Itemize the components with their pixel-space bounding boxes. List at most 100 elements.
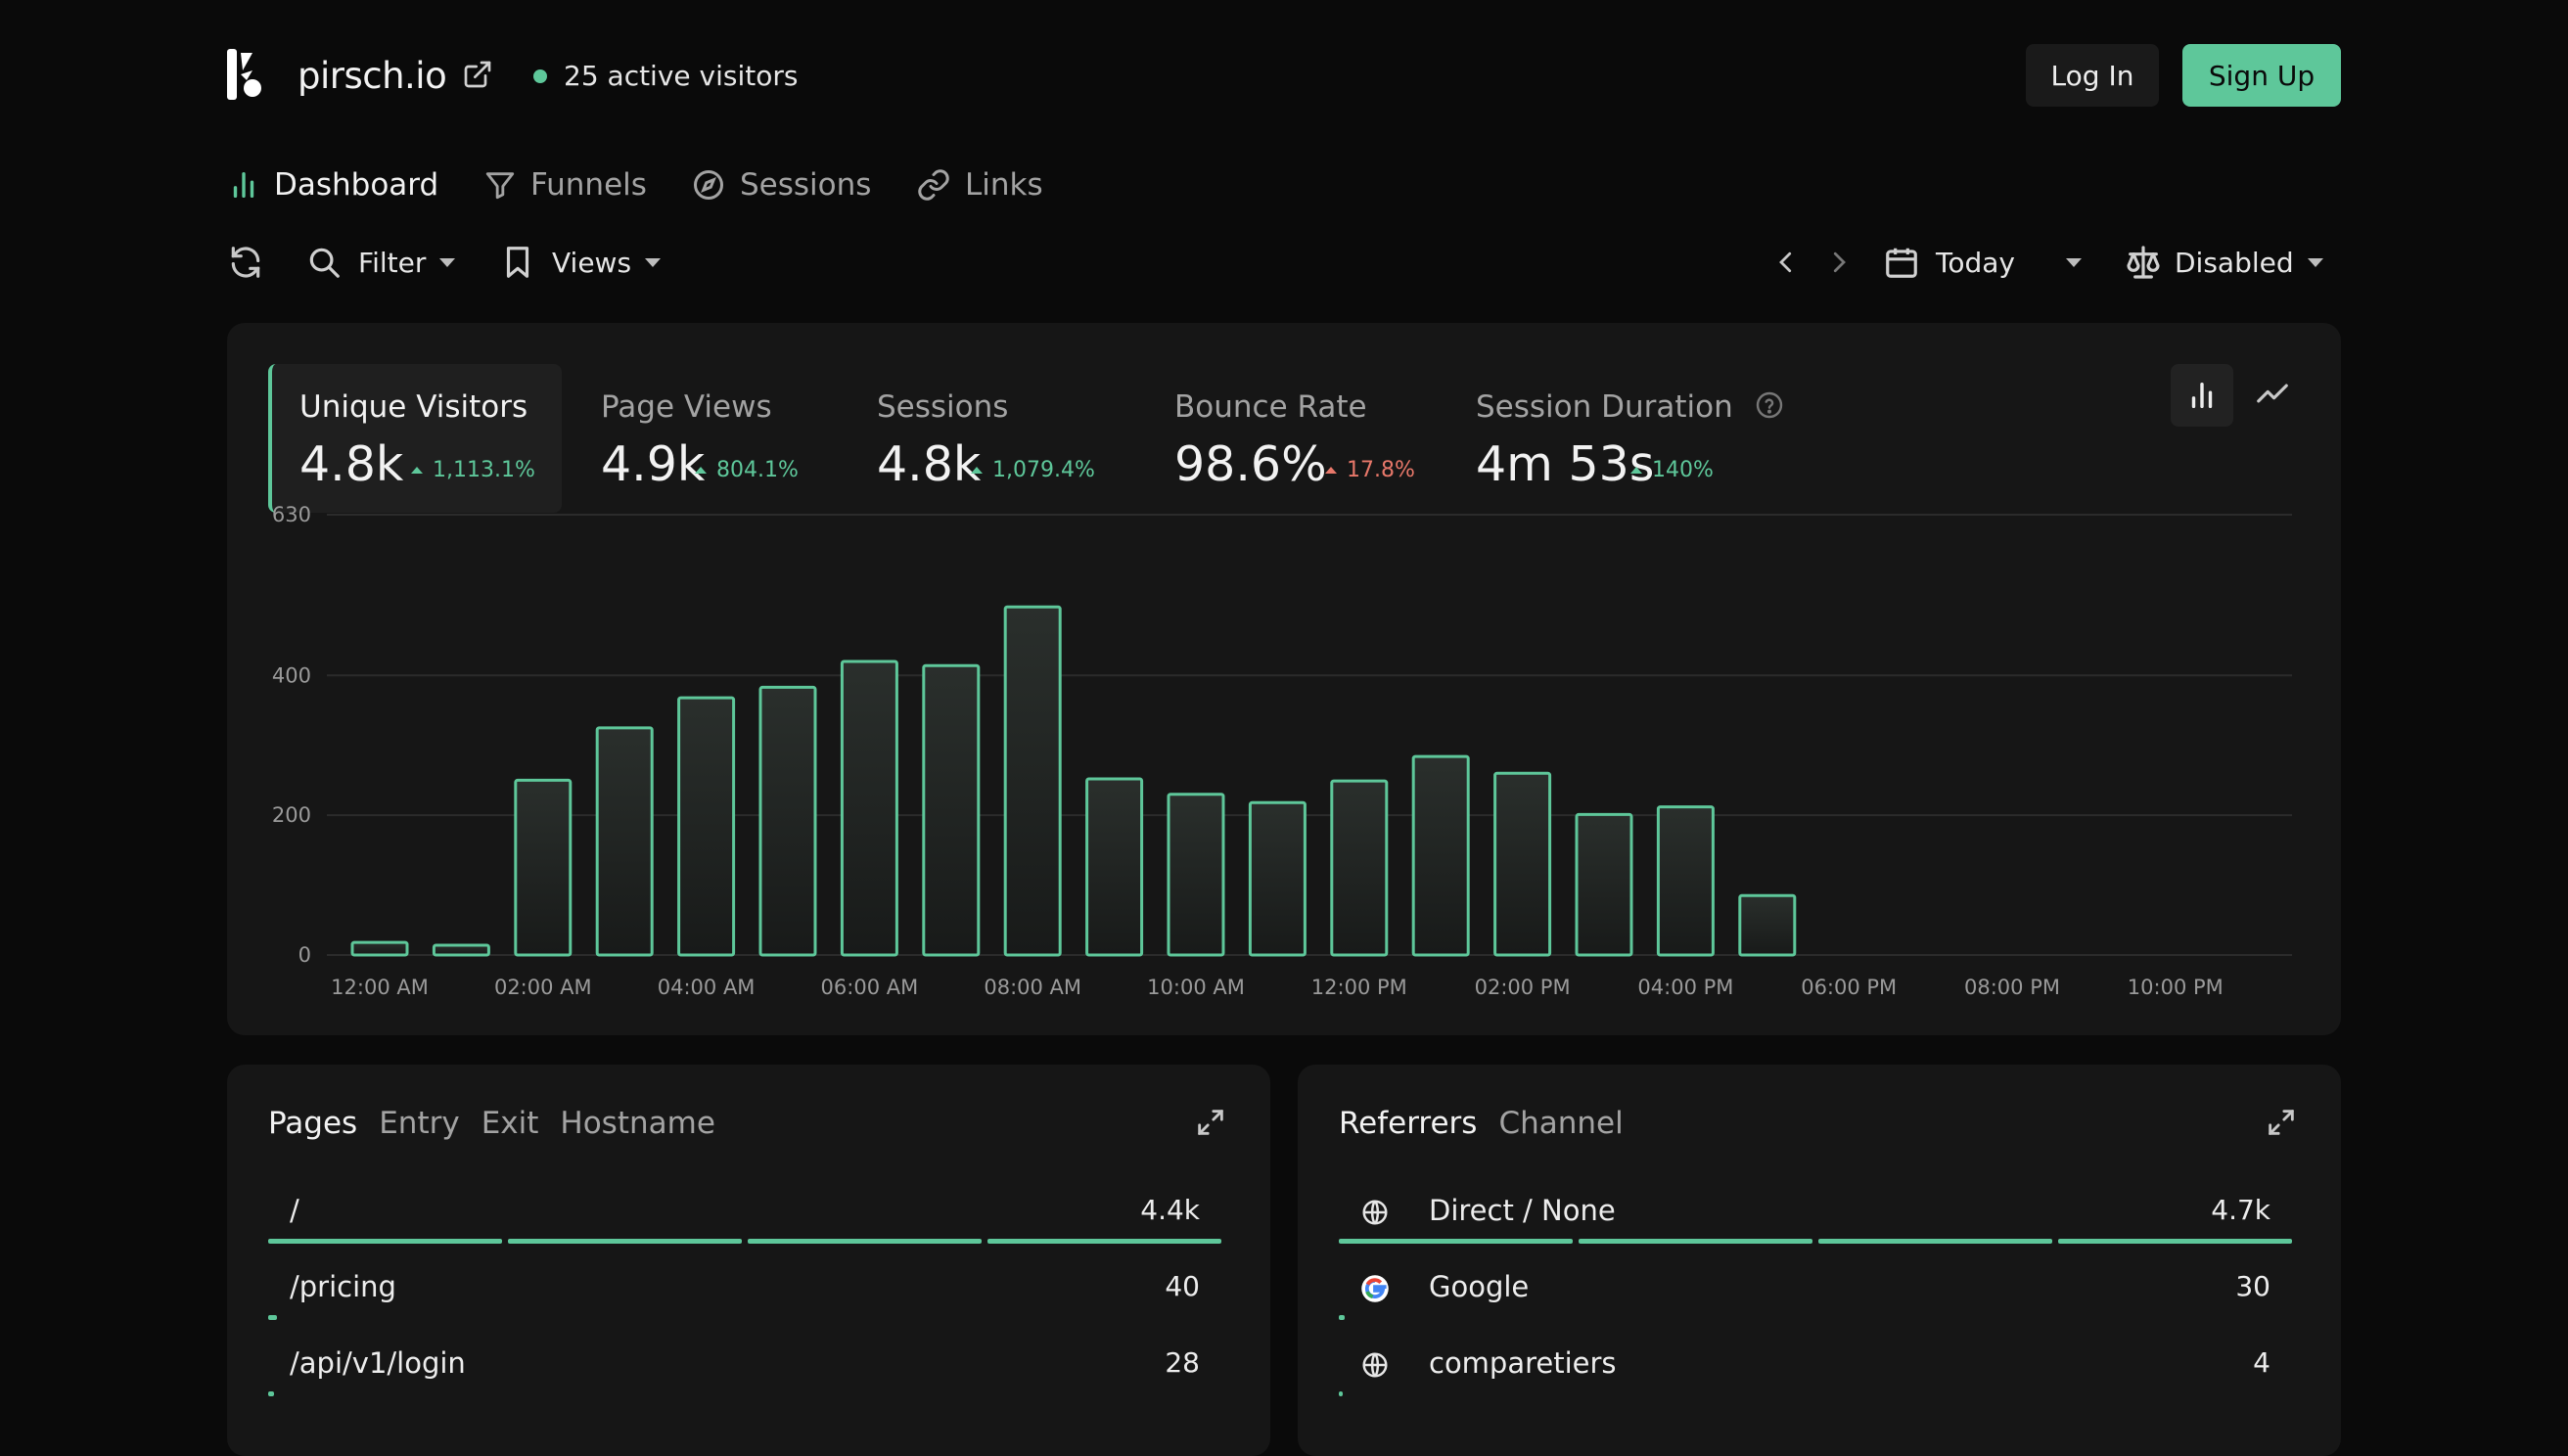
login-button[interactable]: Log In [2026,44,2159,107]
page-path: /api/v1/login [290,1346,466,1380]
brand-name[interactable]: pirsch.io [298,55,447,97]
metric-sessions[interactable]: Sessions 4.8k 1,079.4% [849,364,1143,513]
header: pirsch.io 25 active visitors Log In Sign… [227,41,2341,110]
metric-delta: 17.8% [1325,458,1415,482]
tab-referrers[interactable]: Referrers [1339,1106,1478,1141]
metric-delta: 140% [1630,458,1714,482]
search-icon [309,248,340,278]
referrer-name: Google [1429,1270,1530,1303]
share-bar-segment [987,1239,1221,1244]
toolbar: Filter Views Today [227,235,2341,290]
metric-unique-visitors[interactable]: Unique Visitors 4.8k 1,113.1% [268,364,562,513]
chart-bar [350,940,409,957]
trend-up-icon [971,467,983,474]
expand-icon[interactable] [2265,1106,2298,1139]
expand-icon[interactable] [1194,1106,1227,1139]
visitors-bar-chart: 0 200 400 630 12:00 AM 02:00 AM 04:00 AM 06:00 … [272,503,2292,999]
google-icon [1361,1275,1389,1302]
metric-session-duration[interactable]: Session Duration 4m 53s 140% [1448,364,1801,513]
x-tick-label: 12:00 AM [331,976,429,999]
chart-bar [1330,779,1389,957]
chevron-right-icon [1833,251,1846,273]
list-item[interactable]: /pricing 40 [268,1254,1221,1325]
share-bar-segment [1339,1239,1573,1244]
tab-exit[interactable]: Exit [481,1106,539,1141]
list-item[interactable]: Google 30 [1339,1254,2292,1325]
funnel-icon [485,172,515,200]
tab-hostname[interactable]: Hostname [560,1106,715,1141]
globe-icon [1362,1200,1388,1225]
share-bar [268,1239,1221,1244]
page-count: 40 [1165,1270,1200,1302]
list-item[interactable]: comparetiers 4 [1339,1331,2292,1401]
chart-bar [1248,800,1307,957]
metric-page-views[interactable]: Page Views 4.9k 804.1% [573,364,857,513]
referrer-count: 4.7k [2211,1194,2270,1226]
bar-chart-toggle[interactable] [2171,364,2233,427]
nav-sessions[interactable]: Sessions [691,159,871,211]
share-bar-segment [1339,1315,1345,1320]
metric-delta: 804.1% [695,458,799,482]
signup-button[interactable]: Sign Up [2182,44,2341,107]
nav-label: Funnels [530,167,647,203]
share-bar-segment [268,1391,274,1396]
trend-up-icon [1630,467,1642,474]
compass-icon [694,170,723,200]
chart-bar [1411,754,1470,957]
list-item[interactable]: /api/v1/login 28 [268,1331,1221,1401]
pirsch-logo[interactable] [227,49,262,100]
previous-period-button[interactable] [1771,235,1801,290]
period-selector[interactable]: Today [1883,235,2082,290]
views-button[interactable]: Views [499,235,662,290]
page-count: 4.4k [1140,1194,1200,1226]
metric-label: Bounce Rate [1174,389,1367,425]
metric-delta-value: 1,113.1% [433,458,535,482]
chart-bar [1085,777,1144,957]
chevron-down-icon [645,257,662,267]
trend-up-icon [695,467,707,474]
bar-chart-icon [233,171,254,199]
referrer-name: comparetiers [1429,1346,1617,1380]
refresh-button[interactable] [227,235,264,290]
share-bar-segment [1818,1239,2052,1244]
x-tick-label: 04:00 PM [1637,976,1733,999]
metric-delta-value: 804.1% [716,458,799,482]
nav-links[interactable]: Links [916,159,1043,211]
next-period-button[interactable] [1824,235,1854,290]
chart-bar [1493,771,1552,957]
compare-selector[interactable]: Disabled [2124,235,2323,290]
x-tick-label: 12:00 PM [1311,976,1407,999]
tab-entry[interactable]: Entry [379,1106,460,1141]
share-bar [268,1391,274,1396]
y-tick-label: 0 [298,943,311,967]
page-path: / [290,1194,299,1227]
filter-button[interactable]: Filter [305,235,456,290]
share-bar [1339,1315,1345,1320]
nav-dashboard[interactable]: Dashboard [227,159,438,211]
views-label: Views [552,246,632,279]
x-tick-label: 02:00 PM [1475,976,1571,999]
pages-panel: Pages Entry Exit Hostname / 4.4k /pricin… [227,1065,1270,1456]
trend-up-icon [411,467,423,474]
list-item[interactable]: Direct / None 4.7k [1339,1178,2292,1249]
tab-channel[interactable]: Channel [1498,1106,1624,1141]
referrer-count: 30 [2235,1270,2270,1302]
external-link-icon[interactable] [462,59,493,90]
globe-icon [1362,1352,1388,1378]
statistics-card: Unique Visitors 4.8k 1,113.1% Page Views… [227,323,2341,1035]
metric-delta-value: 17.8% [1347,458,1415,482]
period-label: Today [1936,246,2015,279]
y-tick-label: 200 [272,803,311,827]
list-item[interactable]: / 4.4k [268,1178,1221,1249]
pages-tabs: Pages Entry Exit Hostname [268,1106,737,1141]
active-visitors-count[interactable]: 25 active visitors [564,60,799,92]
x-tick-label: 08:00 AM [984,976,1081,999]
metric-bounce-rate[interactable]: Bounce Rate 98.6% 17.8% [1147,364,1431,513]
metric-label: Sessions [877,389,1009,425]
chart-bar [595,726,654,957]
tab-pages[interactable]: Pages [268,1106,358,1141]
help-icon[interactable] [1754,389,1785,421]
nav-funnels[interactable]: Funnels [483,159,647,211]
line-chart-toggle[interactable] [2245,366,2300,421]
referrers-panel: Referrers Channel Direct / None 4.7k Goo… [1298,1065,2341,1456]
